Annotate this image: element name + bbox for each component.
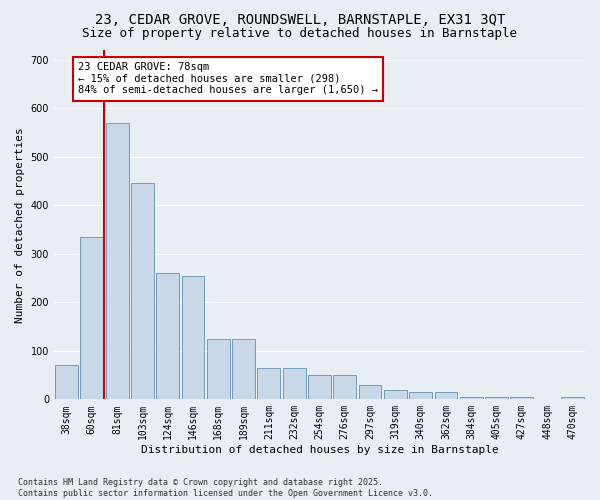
X-axis label: Distribution of detached houses by size in Barnstaple: Distribution of detached houses by size … xyxy=(140,445,499,455)
Bar xyxy=(308,375,331,400)
Bar xyxy=(257,368,280,400)
Bar xyxy=(359,385,382,400)
Bar xyxy=(561,397,584,400)
Y-axis label: Number of detached properties: Number of detached properties xyxy=(15,127,25,322)
Bar xyxy=(182,276,205,400)
Text: 23, CEDAR GROVE, ROUNDSWELL, BARNSTAPLE, EX31 3QT: 23, CEDAR GROVE, ROUNDSWELL, BARNSTAPLE,… xyxy=(95,12,505,26)
Bar xyxy=(434,392,457,400)
Text: 23 CEDAR GROVE: 78sqm
← 15% of detached houses are smaller (298)
84% of semi-det: 23 CEDAR GROVE: 78sqm ← 15% of detached … xyxy=(78,62,378,96)
Bar xyxy=(232,338,255,400)
Bar xyxy=(485,397,508,400)
Bar xyxy=(80,237,103,400)
Bar xyxy=(207,338,230,400)
Bar xyxy=(511,397,533,400)
Text: Contains HM Land Registry data © Crown copyright and database right 2025.
Contai: Contains HM Land Registry data © Crown c… xyxy=(18,478,433,498)
Bar xyxy=(157,273,179,400)
Bar xyxy=(55,366,78,400)
Bar xyxy=(460,397,482,400)
Bar xyxy=(384,390,407,400)
Bar xyxy=(283,368,305,400)
Bar xyxy=(409,392,432,400)
Bar xyxy=(334,375,356,400)
Bar xyxy=(131,184,154,400)
Bar xyxy=(106,123,128,400)
Text: Size of property relative to detached houses in Barnstaple: Size of property relative to detached ho… xyxy=(83,28,517,40)
